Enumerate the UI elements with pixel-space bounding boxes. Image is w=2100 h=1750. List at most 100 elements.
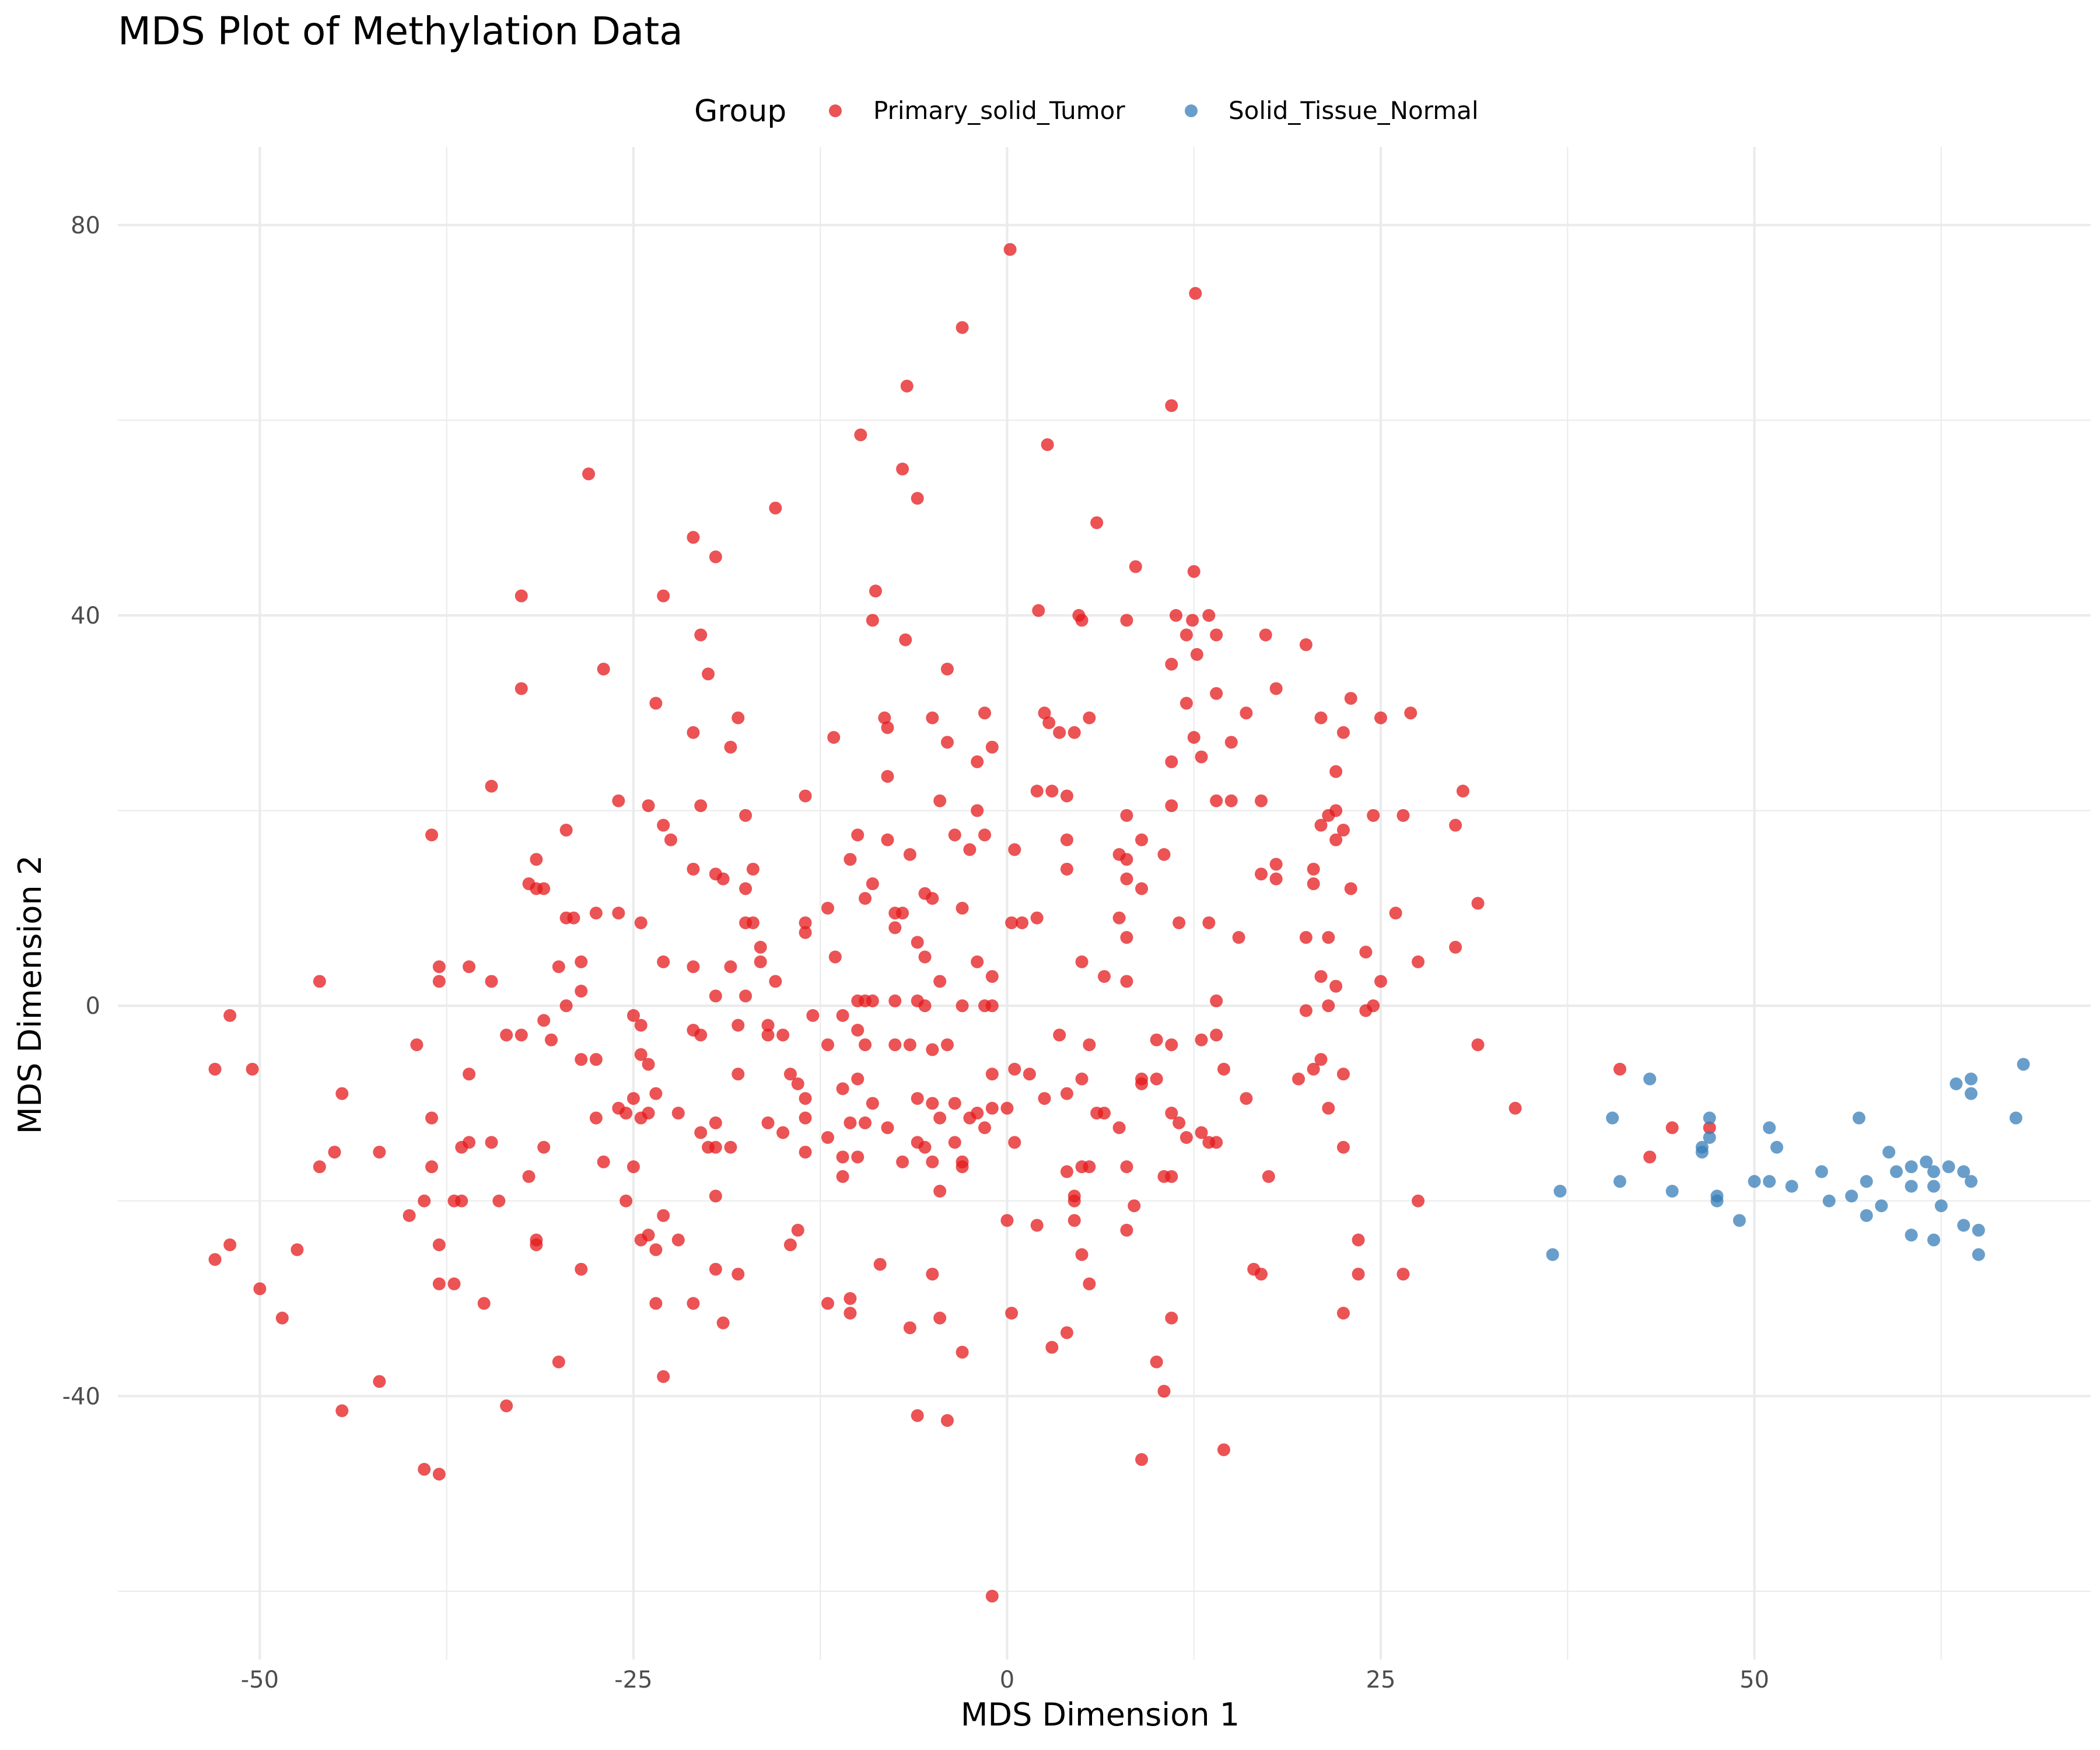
data-point xyxy=(926,1268,939,1281)
data-point xyxy=(1927,1165,1940,1178)
data-point xyxy=(896,907,909,920)
data-point xyxy=(1083,1160,1096,1174)
data-point xyxy=(933,794,947,807)
data-point xyxy=(899,633,912,646)
data-point xyxy=(559,911,573,925)
data-point xyxy=(657,955,670,968)
data-point xyxy=(821,1297,835,1310)
data-point xyxy=(589,1053,603,1066)
data-point xyxy=(537,882,551,895)
data-point xyxy=(425,1160,439,1174)
data-point xyxy=(1000,1214,1014,1227)
data-point xyxy=(1367,808,1380,822)
data-point xyxy=(709,1189,722,1203)
data-point xyxy=(1135,1077,1149,1090)
data-point xyxy=(888,1038,902,1052)
data-point xyxy=(1307,862,1320,876)
data-point xyxy=(1083,711,1096,724)
data-point xyxy=(926,711,939,724)
data-point xyxy=(851,1023,864,1037)
data-point xyxy=(1053,1028,1066,1042)
data-point xyxy=(1135,882,1149,895)
data-point xyxy=(1860,1209,1873,1222)
data-point xyxy=(783,1238,797,1252)
y-tick-label: 0 xyxy=(86,993,100,1020)
data-point xyxy=(620,1107,633,1120)
data-point xyxy=(500,1399,513,1413)
y-tick-label: -40 xyxy=(62,1383,100,1410)
data-point xyxy=(739,882,752,895)
data-point xyxy=(597,663,610,676)
data-point xyxy=(1041,438,1054,452)
data-point xyxy=(425,1111,439,1125)
data-point xyxy=(1965,1087,1978,1100)
data-point xyxy=(1927,1233,1940,1247)
data-point xyxy=(1068,726,1081,739)
data-point xyxy=(776,1126,790,1139)
data-point xyxy=(1299,931,1312,944)
data-point xyxy=(634,1019,648,1032)
chart-title: MDS Plot of Methylation Data xyxy=(118,9,683,54)
data-point xyxy=(971,955,984,968)
data-point xyxy=(463,960,476,974)
data-point xyxy=(940,736,954,749)
data-point xyxy=(761,1019,775,1032)
data-point xyxy=(612,907,625,920)
data-point xyxy=(1374,975,1387,988)
data-point xyxy=(918,887,932,900)
data-point xyxy=(1314,1053,1328,1066)
data-point xyxy=(978,828,992,842)
data-point xyxy=(589,1111,603,1125)
data-point xyxy=(589,907,603,920)
data-point xyxy=(1210,994,1223,1007)
data-point xyxy=(1314,818,1328,832)
data-point xyxy=(1927,1180,1940,1193)
data-point xyxy=(1695,1146,1709,1159)
data-point xyxy=(1352,1233,1365,1247)
data-point xyxy=(940,663,954,676)
data-point xyxy=(963,843,977,856)
data-point xyxy=(1322,999,1335,1013)
data-point xyxy=(799,789,812,803)
data-point xyxy=(575,955,588,968)
data-point xyxy=(1965,1175,1978,1188)
data-point xyxy=(313,975,326,988)
data-point xyxy=(246,1062,259,1076)
data-point xyxy=(1606,1111,1619,1125)
data-point xyxy=(1120,614,1133,627)
data-point xyxy=(985,999,999,1013)
data-point xyxy=(432,1468,446,1481)
data-point xyxy=(1135,833,1149,846)
data-point xyxy=(776,1028,790,1042)
data-point xyxy=(208,1062,222,1076)
data-point xyxy=(836,1009,849,1022)
data-point xyxy=(1210,628,1223,642)
data-point xyxy=(559,999,573,1013)
data-point xyxy=(1165,1038,1178,1052)
data-point xyxy=(477,1297,491,1310)
data-point xyxy=(1068,1214,1081,1227)
data-point xyxy=(1299,1004,1312,1017)
data-point xyxy=(911,1092,924,1105)
data-point xyxy=(671,1107,685,1120)
data-point xyxy=(649,696,663,710)
data-point xyxy=(1860,1175,1873,1188)
data-point xyxy=(791,1077,804,1090)
data-point xyxy=(844,1116,857,1129)
data-point xyxy=(1471,1038,1485,1052)
data-point xyxy=(971,1107,984,1120)
data-point xyxy=(1972,1248,1985,1261)
data-point xyxy=(761,1028,775,1042)
data-point xyxy=(896,1155,909,1168)
data-point xyxy=(1120,872,1133,886)
data-point xyxy=(1322,1101,1335,1115)
data-point xyxy=(1950,1077,1963,1090)
data-point xyxy=(1404,706,1418,720)
data-point xyxy=(402,1209,416,1222)
data-point xyxy=(948,1097,961,1110)
data-point xyxy=(1815,1165,1828,1178)
data-point xyxy=(657,589,670,603)
data-point xyxy=(1748,1175,1761,1188)
data-point xyxy=(620,1194,633,1208)
